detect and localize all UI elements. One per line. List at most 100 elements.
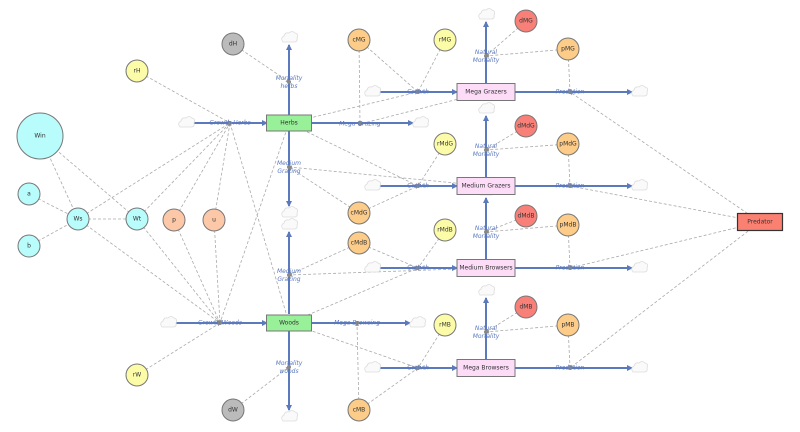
variable-dMB[interactable]: dMB — [514, 295, 538, 319]
variable-dMdG[interactable]: dMdG — [514, 114, 538, 138]
cloud-icon — [281, 206, 299, 218]
variable-rMB[interactable]: rMB — [433, 313, 457, 337]
link-pMdB-nMdB — [485, 224, 569, 234]
flow-pdMdG[interactable]: Predation — [515, 183, 633, 190]
flow-pdMdB[interactable]: Predation — [515, 265, 633, 272]
variable-cMdB[interactable]: cMdB — [347, 231, 371, 255]
variable-label: cMB — [353, 407, 366, 414]
valve-icon — [484, 54, 488, 58]
flow-mW[interactable]: Mortality woods — [276, 331, 303, 411]
nodes-layer: Herbs Woods Mega Grazers Medium Grazers Medi… — [16, 9, 784, 422]
flow-gMG[interactable]: Growth — [372, 89, 458, 96]
valve-icon — [287, 273, 291, 277]
variable-rMdB[interactable]: rMdB — [433, 218, 457, 242]
link-pred-pdMdB — [569, 221, 761, 270]
stock-medB[interactable]: Medium Browsers — [456, 259, 516, 277]
variable-label: Ws — [73, 216, 82, 223]
flow-pdMB[interactable]: Predation — [515, 365, 633, 372]
stock-pred[interactable]: Predator — [736, 212, 784, 232]
flow-gMdB[interactable]: Growth — [372, 265, 458, 272]
flow-mdgH[interactable]: Medium Grazing — [277, 131, 301, 207]
link-p-gW — [173, 219, 221, 324]
flow-mbW[interactable]: Mega Browsing — [312, 320, 411, 327]
variable-rW[interactable]: rW — [125, 363, 149, 387]
variable-pMdB[interactable]: pMdB — [556, 213, 580, 237]
link-rW-gW — [136, 322, 221, 376]
valve-icon — [358, 122, 362, 126]
variable-dMG[interactable]: dMG — [514, 9, 538, 33]
link-medG-mdgH — [288, 165, 487, 187]
variable-b[interactable]: b — [17, 234, 41, 258]
variable-cMdG[interactable]: cMdG — [347, 201, 371, 225]
link-cMG-gMG — [358, 39, 419, 93]
variable-label: dW — [228, 407, 238, 414]
variable-pMG[interactable]: pMG — [556, 37, 580, 61]
link-woods-gMdB — [288, 267, 419, 324]
flow-label: Predation — [556, 365, 585, 372]
flow-gMB[interactable]: Growth — [372, 365, 458, 372]
variable-label: rMdB — [437, 227, 453, 234]
variable-pMdG[interactable]: pMdG — [556, 132, 580, 156]
flow-mdgW[interactable]: Medium Grazing — [277, 231, 301, 314]
link-Wt-gW — [136, 218, 221, 324]
variable-circle — [347, 28, 371, 52]
variable-dMdB[interactable]: dMdB — [514, 204, 538, 228]
flow-nMdG[interactable]: Natural Mortality — [473, 115, 500, 178]
variable-label: rMdG — [437, 141, 453, 148]
stock-box — [456, 177, 516, 195]
flow-label: Predation — [556, 265, 585, 272]
variable-Ws[interactable]: Ws — [66, 207, 90, 231]
variable-circle — [347, 201, 371, 225]
stock-herbs[interactable]: Herbs — [266, 114, 312, 132]
variable-circle — [125, 59, 149, 83]
variable-Win[interactable]: Win — [16, 112, 64, 160]
cloud-icon — [409, 316, 427, 328]
stock-woods[interactable]: Woods — [266, 314, 312, 332]
flow-nMdB[interactable]: Natural Mortality — [473, 197, 500, 260]
stock-medG[interactable]: Medium Grazers — [456, 177, 516, 195]
cloud-icon — [412, 116, 430, 128]
variable-u[interactable]: u — [202, 208, 226, 232]
variable-circle — [556, 313, 580, 337]
variable-a[interactable]: a — [17, 182, 41, 206]
variable-label: cMG — [352, 37, 365, 44]
variable-circle — [433, 218, 457, 242]
variable-circle — [514, 9, 538, 33]
variable-pMB[interactable]: pMB — [556, 313, 580, 337]
variable-label: Win — [34, 133, 45, 140]
variable-circle — [433, 28, 457, 52]
stock-box — [456, 359, 516, 377]
flow-mgH[interactable]: Mega Grazing — [312, 120, 414, 128]
variable-label: u — [212, 217, 216, 224]
cloud-icon — [364, 179, 382, 191]
link-gH-woods — [229, 122, 291, 324]
variable-Wt[interactable]: Wt — [125, 207, 149, 231]
valve-icon — [416, 366, 420, 370]
flow-pdMG[interactable]: Predation — [515, 89, 633, 96]
variable-p[interactable]: p — [162, 208, 186, 232]
variable-label: pMG — [561, 46, 575, 53]
stock-megaB[interactable]: Mega Browsers — [456, 359, 516, 377]
variable-rMG[interactable]: rMG — [433, 28, 457, 52]
stock-label: Medium Grazers — [461, 183, 510, 190]
variable-rH[interactable]: rH — [125, 59, 149, 83]
variable-circle — [202, 208, 226, 232]
flow-gMdG[interactable]: Growth — [372, 183, 458, 190]
variable-dW[interactable]: dW — [221, 398, 245, 422]
stock-megaG[interactable]: Mega Grazers — [456, 83, 516, 101]
stock-label: Mega Grazers — [465, 89, 507, 96]
variable-rMdG[interactable]: rMdG — [433, 132, 457, 156]
variable-dH[interactable]: dH — [221, 32, 245, 56]
flow-mH[interactable]: Mortality herbs — [276, 44, 303, 115]
cloud-icon — [631, 179, 649, 191]
stock-box — [736, 212, 784, 232]
variable-cMG[interactable]: cMG — [347, 28, 371, 52]
flow-gH[interactable]: Growth Herbs — [186, 120, 268, 127]
variable-label: cMdB — [351, 240, 367, 247]
variable-cMB[interactable]: cMB — [347, 398, 371, 422]
flow-gW[interactable]: Growth Woods — [168, 320, 268, 327]
flow-nMB[interactable]: Natural Mortality — [473, 297, 500, 360]
variable-circle — [221, 398, 245, 422]
flow-nMG[interactable]: Natural Mortality — [473, 21, 500, 84]
